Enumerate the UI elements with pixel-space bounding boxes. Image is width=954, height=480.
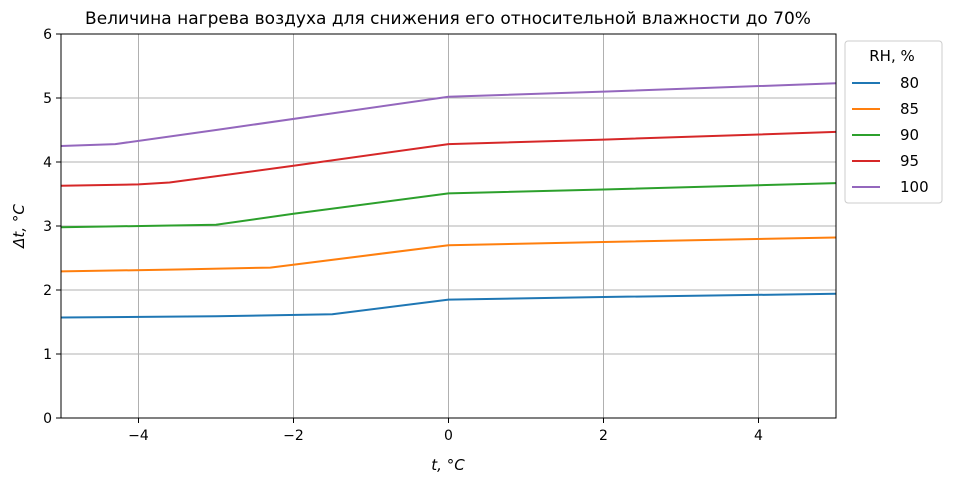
- y-tick-label: 0: [43, 411, 52, 427]
- y-tick-label: 1: [43, 347, 52, 363]
- x-tick-label: 2: [599, 428, 608, 444]
- y-tick-label: 4: [43, 155, 52, 171]
- x-tick-label: 0: [444, 428, 453, 444]
- y-tick-label: 6: [43, 27, 52, 43]
- y-tick-label: 5: [43, 91, 52, 107]
- x-tick-label: −2: [283, 428, 304, 444]
- y-axis-label: Δt, °C: [10, 204, 28, 249]
- x-tick-label: −4: [128, 428, 149, 444]
- series-line-90: [60, 182, 837, 229]
- legend: RH, % 80 85 90 95 100: [844, 40, 943, 204]
- chart-title: Величина нагрева воздуха для снижения ег…: [85, 9, 811, 29]
- y-tick-label: 2: [43, 283, 52, 299]
- legend-label-85: 85: [900, 100, 919, 118]
- x-tick-label: 4: [754, 428, 763, 444]
- legend-label-95: 95: [900, 152, 919, 170]
- y-tick-label: 3: [43, 219, 52, 235]
- legend-label-80: 80: [900, 74, 919, 92]
- legend-title: RH, %: [869, 47, 915, 65]
- legend-entries: 80 85 90 95 100: [852, 74, 929, 196]
- legend-box: [844, 40, 943, 204]
- series-line-95: [60, 130, 837, 187]
- series-line-80: [60, 292, 837, 319]
- x-axis-label: t, °C: [431, 456, 465, 474]
- legend-label-90: 90: [900, 126, 919, 144]
- series-layer: [60, 82, 837, 319]
- series-line-85: [60, 236, 837, 273]
- tick-layer: −4 −2 0 2 4 0 1 2 3 4 5 6: [43, 27, 763, 444]
- series-line-100: [60, 82, 837, 147]
- legend-label-100: 100: [900, 178, 929, 196]
